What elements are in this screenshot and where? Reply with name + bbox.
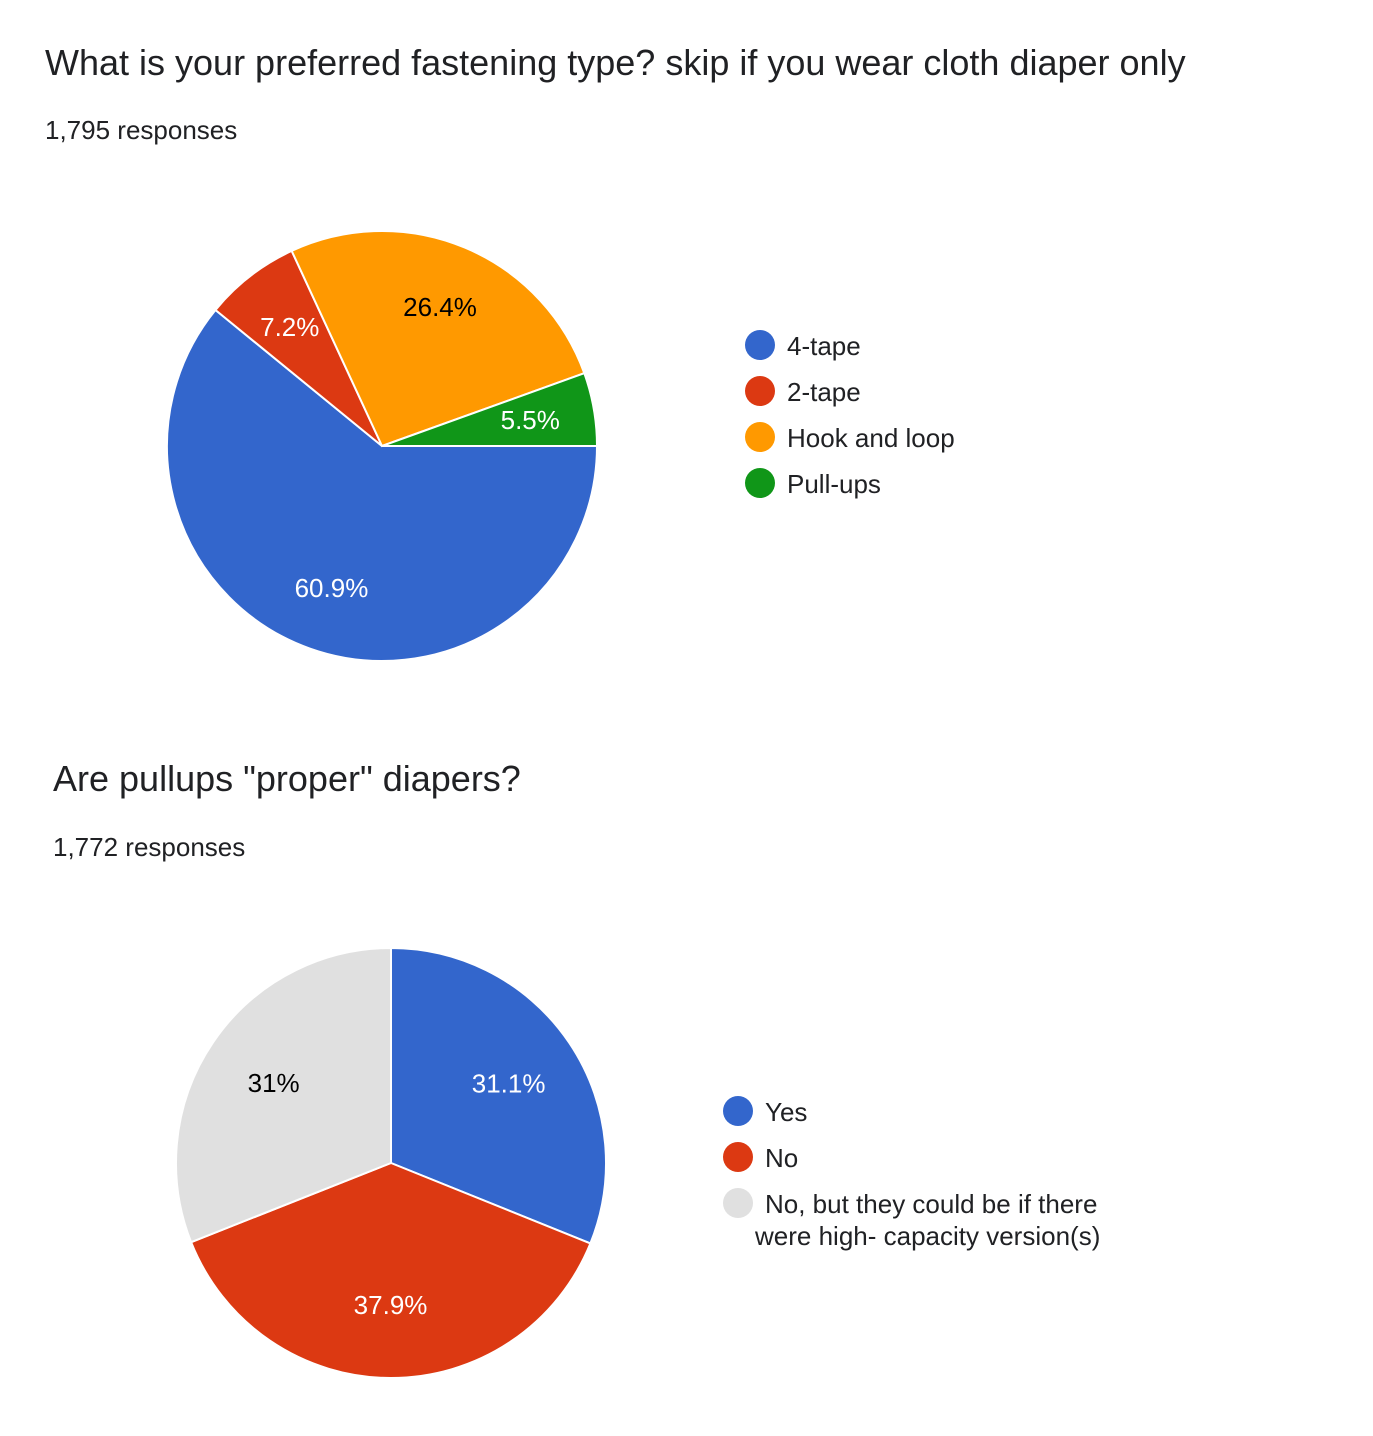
legend-swatch-icon <box>723 1096 753 1126</box>
legend-item[interactable]: Hook and loop <box>745 422 955 454</box>
chart-1-title: What is your preferred fastening type? s… <box>45 42 1186 83</box>
legend-swatch-icon <box>745 376 775 406</box>
legend-item[interactable]: No <box>723 1142 1100 1174</box>
legend-label: No <box>765 1143 799 1173</box>
chart-1-response-count: 1,795 responses <box>45 115 238 145</box>
legend-item[interactable]: 4-tape <box>745 330 955 362</box>
legend-swatch-icon <box>745 468 775 498</box>
pie-slice-label: 5.5% <box>501 405 560 435</box>
pie-slice-label: 7.2% <box>260 312 319 342</box>
pie-slice-pull-ups <box>381 371 599 447</box>
legend-label: No, but they could be if there were high-… <box>755 1189 1101 1251</box>
legend-swatch-icon <box>723 1142 753 1172</box>
legend-label: 4-tape <box>787 331 861 361</box>
legend-item[interactable]: 2-tape <box>745 376 955 408</box>
pie-slice-4-tape <box>166 308 599 662</box>
legend-swatch-icon <box>745 330 775 360</box>
pie-slice-no <box>189 1161 592 1380</box>
pie-slice-yes <box>390 946 607 1245</box>
pie-slice-label: 31.1% <box>472 1069 546 1099</box>
legend-swatch-icon <box>745 422 775 452</box>
pie-slice-no-but-they-could-be-if-there-were-high-capacity-version-s <box>175 946 392 1244</box>
pie-slice-hook-and-loop <box>290 230 586 448</box>
legend-label: Yes <box>765 1097 808 1127</box>
chart-2-legend: Yes No No, but they could be if there were … <box>723 1096 1100 1266</box>
legend-item[interactable]: Yes <box>723 1096 1100 1128</box>
legend-label: 2-tape <box>787 377 861 407</box>
legend-item[interactable]: No, but they could be if there were high-… <box>723 1188 1100 1252</box>
chart-1-legend: 4-tape 2-tape Hook and loop Pull-ups <box>745 330 955 514</box>
legend-swatch-icon <box>723 1188 753 1218</box>
chart-2-title: Are pullups "proper" diapers? <box>53 758 521 799</box>
legend-label: Hook and loop <box>787 423 955 453</box>
pie-slice-label: 31% <box>248 1068 300 1098</box>
pie-slice-label: 26.4% <box>403 292 477 322</box>
pie-slice-label: 37.9% <box>354 1290 428 1320</box>
pie-slice-label: 60.9% <box>295 573 369 603</box>
legend-label: Pull-ups <box>787 469 881 499</box>
legend-item[interactable]: Pull-ups <box>745 468 955 500</box>
chart-2-response-count: 1,772 responses <box>53 832 246 862</box>
